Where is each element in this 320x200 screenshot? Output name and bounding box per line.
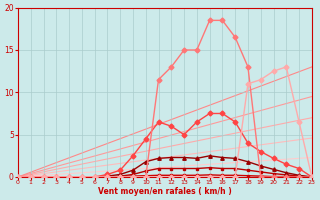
X-axis label: Vent moyen/en rafales ( km/h ): Vent moyen/en rafales ( km/h ) (98, 187, 232, 196)
